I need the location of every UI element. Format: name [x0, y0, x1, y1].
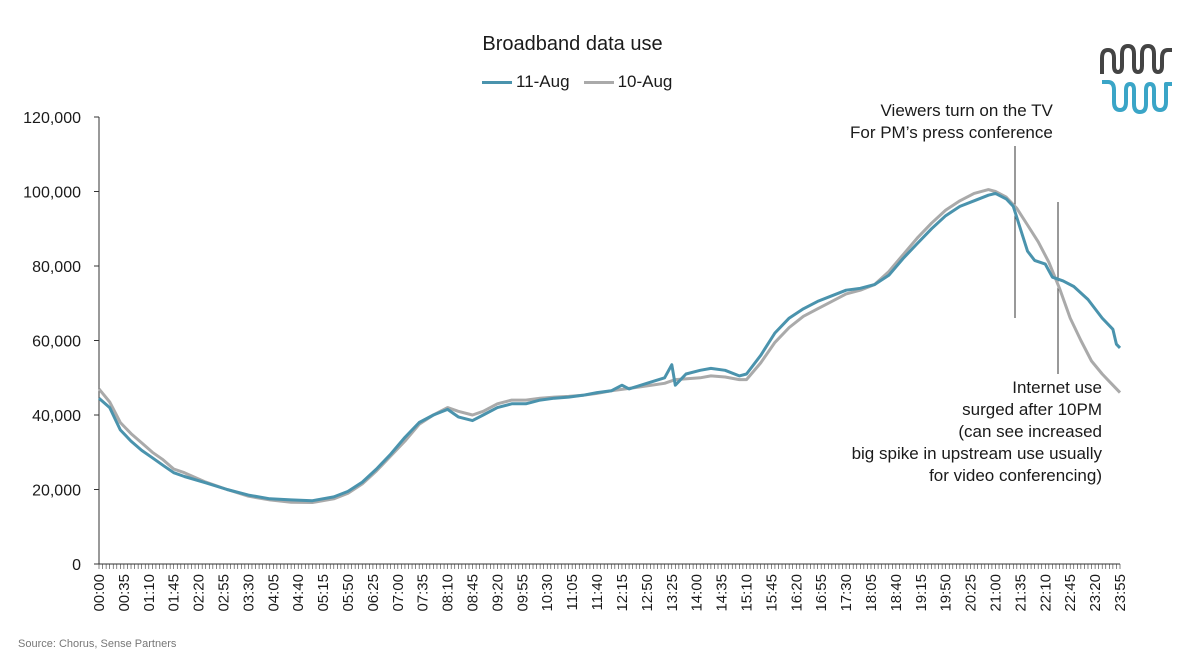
y-tick-label: 120,000 [23, 110, 81, 127]
x-tick-label: 14:00 [689, 574, 706, 612]
x-tick-label: 12:50 [639, 574, 656, 612]
y-tick-label: 0 [72, 557, 81, 574]
series-line-11-aug [98, 191, 1122, 503]
source-note: Source: Chorus, Sense Partners [18, 638, 177, 650]
y-tick-label: 60,000 [32, 334, 81, 351]
x-tick-label: 02:20 [191, 574, 208, 612]
x-tick-label: 04:05 [265, 574, 282, 612]
x-tick-label: 15:10 [738, 574, 755, 612]
annotation-tv: Viewers turn on the TV For PM’s press co… [850, 100, 1053, 144]
x-tick-label: 15:45 [763, 574, 780, 612]
y-tick-label: 40,000 [32, 408, 81, 425]
x-tick-label: 16:20 [788, 574, 805, 612]
x-tick-label: 00:35 [116, 574, 133, 612]
sense-partners-logo-icon [1100, 44, 1172, 114]
legend-swatch-10-aug [583, 80, 614, 84]
x-tick-label: 12:15 [614, 574, 631, 612]
x-tick-label: 23:55 [1112, 574, 1129, 612]
x-tick-label: 08:45 [465, 574, 482, 612]
x-tick-label: 05:50 [340, 574, 357, 612]
x-tick-label: 02:55 [216, 574, 233, 612]
x-tick-label: 14:35 [714, 574, 731, 612]
x-tick-label: 01:10 [141, 574, 158, 612]
annotation-internet-line1: Internet use [1012, 378, 1102, 397]
legend-swatch-11-aug [482, 80, 512, 84]
x-tick-label: 17:30 [838, 574, 855, 612]
x-tick-label: 08:10 [440, 574, 457, 612]
legend: 11-Aug 10-Aug [482, 72, 686, 92]
x-tick-label: 09:20 [489, 574, 506, 612]
x-tick-label: 10:30 [539, 574, 556, 612]
x-tick-label: 19:15 [913, 574, 930, 612]
x-tick-label: 22:45 [1062, 574, 1079, 612]
x-tick-label: 19:50 [938, 574, 955, 612]
annotation-internet-line5: for video conferencing) [929, 466, 1102, 485]
annotation-internet-line4: big spike in upstream use usually [851, 444, 1102, 463]
x-tick-label: 11:05 [564, 574, 581, 610]
annotation-tv-line1: Viewers turn on the TV [880, 101, 1053, 120]
x-tick-label: 13:25 [664, 574, 681, 612]
y-tick-label: 20,000 [32, 483, 81, 500]
x-tick-label: 00:00 [91, 574, 108, 612]
x-tick-label: 01:45 [166, 574, 183, 612]
annotation-internet: Internet use surged after 10PM (can see … [852, 377, 1102, 487]
x-tick-label: 21:00 [987, 574, 1004, 612]
x-tick-label: 07:35 [415, 574, 432, 612]
x-tick-label: 09:55 [514, 574, 531, 612]
legend-item-10-aug: 10-Aug [583, 72, 673, 92]
x-tick-label: 16:55 [813, 574, 830, 612]
annotation-tv-line2: For PM’s press conference [850, 123, 1053, 142]
x-tick-label: 22:10 [1037, 574, 1054, 612]
x-tick-label: 23:20 [1087, 574, 1104, 612]
x-tick-label: 18:40 [888, 574, 905, 612]
x-tick-label: 11:40 [589, 574, 606, 610]
y-tick-label: 80,000 [32, 259, 81, 276]
x-tick-label: 03:30 [240, 574, 257, 612]
annotation-internet-line3: (can see increased [958, 422, 1102, 441]
x-tick-label: 04:40 [290, 574, 307, 612]
annotation-internet-line2: surged after 10PM [962, 400, 1102, 419]
y-tick-label: 100,000 [23, 185, 81, 202]
x-tick-label: 06:25 [365, 574, 382, 612]
chart-title: Broadband data use [482, 33, 663, 55]
legend-item-11-aug: 11-Aug [482, 72, 570, 92]
legend-label-11-aug: 11-Aug [516, 72, 570, 91]
legend-label-10-aug: 10-Aug [617, 72, 673, 91]
x-tick-label: 07:00 [390, 574, 407, 612]
x-tick-label: 18:05 [863, 574, 880, 612]
x-tick-label: 21:35 [1012, 574, 1029, 612]
x-tick-label: 05:15 [315, 574, 332, 612]
x-tick-label: 20:25 [963, 574, 980, 612]
